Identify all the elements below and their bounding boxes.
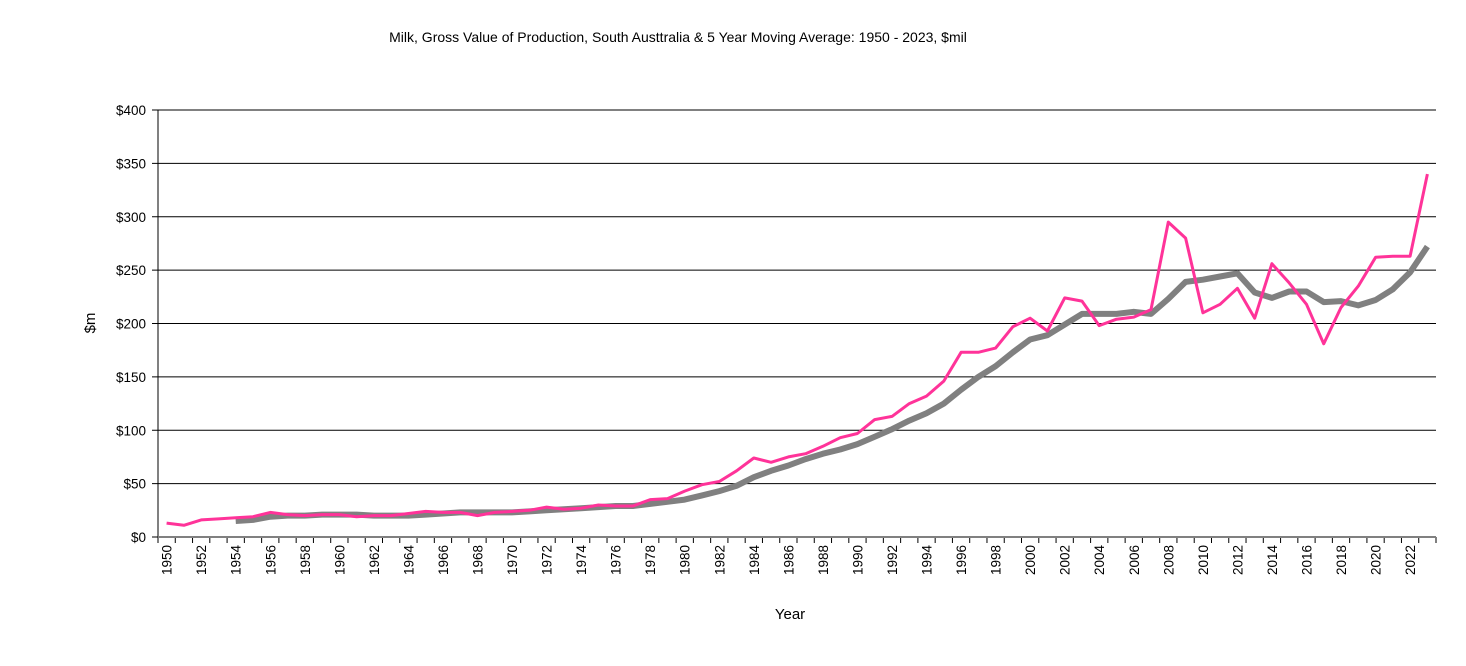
y-tick-label: $400 xyxy=(116,103,146,118)
y-tick-label: $50 xyxy=(123,477,146,492)
x-tick-label: 2018 xyxy=(1334,545,1349,575)
x-tick-label: 2010 xyxy=(1196,545,1211,575)
y-tick-label: $350 xyxy=(116,156,146,171)
x-tick-label: 1970 xyxy=(505,545,520,575)
x-tick-label: 2016 xyxy=(1299,545,1314,575)
x-tick-label: 1962 xyxy=(367,545,382,575)
x-axis-title: Year xyxy=(775,606,805,623)
x-tick-label: 1964 xyxy=(401,545,416,576)
x-tick-label: 2004 xyxy=(1092,545,1107,576)
x-tick-label: 2000 xyxy=(1023,545,1038,575)
x-tick-label: 1988 xyxy=(816,545,831,575)
x-tick-label: 1996 xyxy=(954,545,969,575)
x-tick-label: 2020 xyxy=(1369,545,1384,575)
x-axis-ticks: 1950 1952 1954 1956 1958 1960 1962 1964 1966 1968… xyxy=(157,537,1437,576)
x-tick-label: 1954 xyxy=(229,545,244,576)
x-tick-label: 2002 xyxy=(1058,545,1073,575)
x-tick-label: 1960 xyxy=(332,545,347,575)
x-tick-label: 1982 xyxy=(712,545,727,575)
x-tick-label: 1950 xyxy=(160,545,175,575)
y-tick-label: $100 xyxy=(116,423,146,438)
y-tick-label: $0 xyxy=(131,530,146,545)
series-group xyxy=(166,173,1430,527)
x-tick-label: 1978 xyxy=(643,545,658,575)
x-tick-label: 1956 xyxy=(263,545,278,575)
x-tick-label: 1980 xyxy=(678,545,693,575)
y-tick-label: $200 xyxy=(116,317,146,332)
x-tick-label: 1974 xyxy=(574,545,589,576)
y-tick-label: $300 xyxy=(116,210,146,225)
x-tick-label: 1990 xyxy=(850,545,865,575)
series-line-production xyxy=(166,173,1429,527)
y-axis-ticks: $0 $50 $100 $150 $200 $250 $300 $350 $400 xyxy=(116,103,158,545)
x-tick-label: 2014 xyxy=(1265,545,1280,576)
x-tick-label: 1994 xyxy=(920,545,935,576)
x-tick-label: 1972 xyxy=(540,545,555,575)
x-tick-label: 1966 xyxy=(436,545,451,575)
x-tick-label: 2006 xyxy=(1127,545,1142,575)
y-tick-label: $150 xyxy=(116,370,146,385)
x-tick-label: 2022 xyxy=(1403,545,1418,575)
x-tick-label: 1958 xyxy=(298,545,313,575)
x-tick-label: 1984 xyxy=(747,545,762,576)
x-tick-label: 2008 xyxy=(1161,545,1176,575)
x-tick-label: 1976 xyxy=(609,545,624,575)
x-tick-label: 1968 xyxy=(471,545,486,575)
x-tick-label: 1992 xyxy=(885,545,900,575)
gridlines xyxy=(158,109,1436,485)
chart-title: Milk, Gross Value of Production, South A… xyxy=(389,29,967,45)
y-tick-label: $250 xyxy=(116,263,146,278)
x-tick-label: 1952 xyxy=(194,545,209,575)
x-tick-label: 1998 xyxy=(989,545,1004,575)
series-line-moving-average xyxy=(235,244,1430,524)
x-tick-label: 1986 xyxy=(781,545,796,575)
y-axis-title: $m xyxy=(82,313,99,334)
x-tick-label: 2012 xyxy=(1230,545,1245,575)
